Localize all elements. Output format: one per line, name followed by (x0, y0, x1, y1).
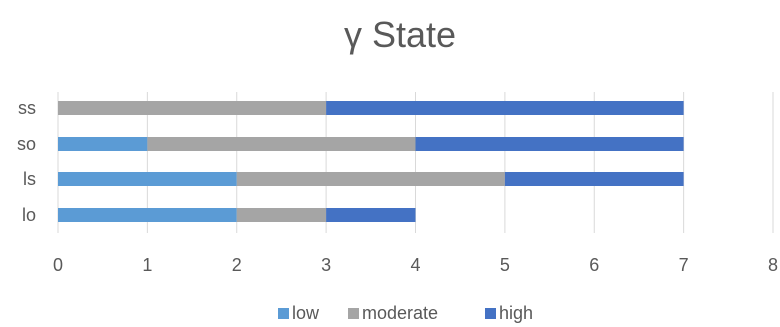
x-tick-label: 5 (500, 255, 510, 275)
y-tick-label: ls (23, 169, 36, 189)
legend-swatch-high (485, 308, 496, 319)
bar-moderate-lo (236, 208, 327, 222)
x-tick-label: 7 (679, 255, 689, 275)
bar-high-ls (504, 172, 684, 186)
x-tick-label: 4 (410, 255, 420, 275)
chart-title: γ State (344, 14, 456, 55)
x-tick-label: 0 (53, 255, 63, 275)
x-tick-label: 8 (768, 255, 778, 275)
legend-label-low: low (292, 303, 320, 323)
x-axis-tick-labels: 0 1 2 3 4 5 6 7 8 (53, 255, 778, 275)
x-tick-label: 2 (232, 255, 242, 275)
bar-low-so (58, 137, 148, 151)
x-tick-label: 3 (321, 255, 331, 275)
x-tick-label: 6 (589, 255, 599, 275)
legend-swatch-low (278, 308, 289, 319)
bar-moderate-ss (58, 101, 327, 115)
bar-high-so (415, 137, 684, 151)
bar-moderate-ls (236, 172, 505, 186)
bar-moderate-so (147, 137, 416, 151)
legend-label-high: high (499, 303, 533, 323)
bar-low-ls (58, 172, 237, 186)
bar-high-lo (326, 208, 416, 222)
y-tick-label: lo (22, 205, 36, 225)
bars (58, 101, 684, 222)
y-tick-label: ss (18, 98, 36, 118)
legend: low moderate high (278, 303, 533, 323)
legend-label-moderate: moderate (362, 303, 438, 323)
legend-swatch-moderate (348, 308, 359, 319)
y-tick-label: so (17, 134, 36, 154)
bar-high-ss (326, 101, 684, 115)
gridlines (57, 92, 774, 233)
x-tick-label: 1 (142, 255, 152, 275)
bar-low-lo (58, 208, 237, 222)
y-axis-tick-labels: lo ls so ss (17, 98, 36, 225)
